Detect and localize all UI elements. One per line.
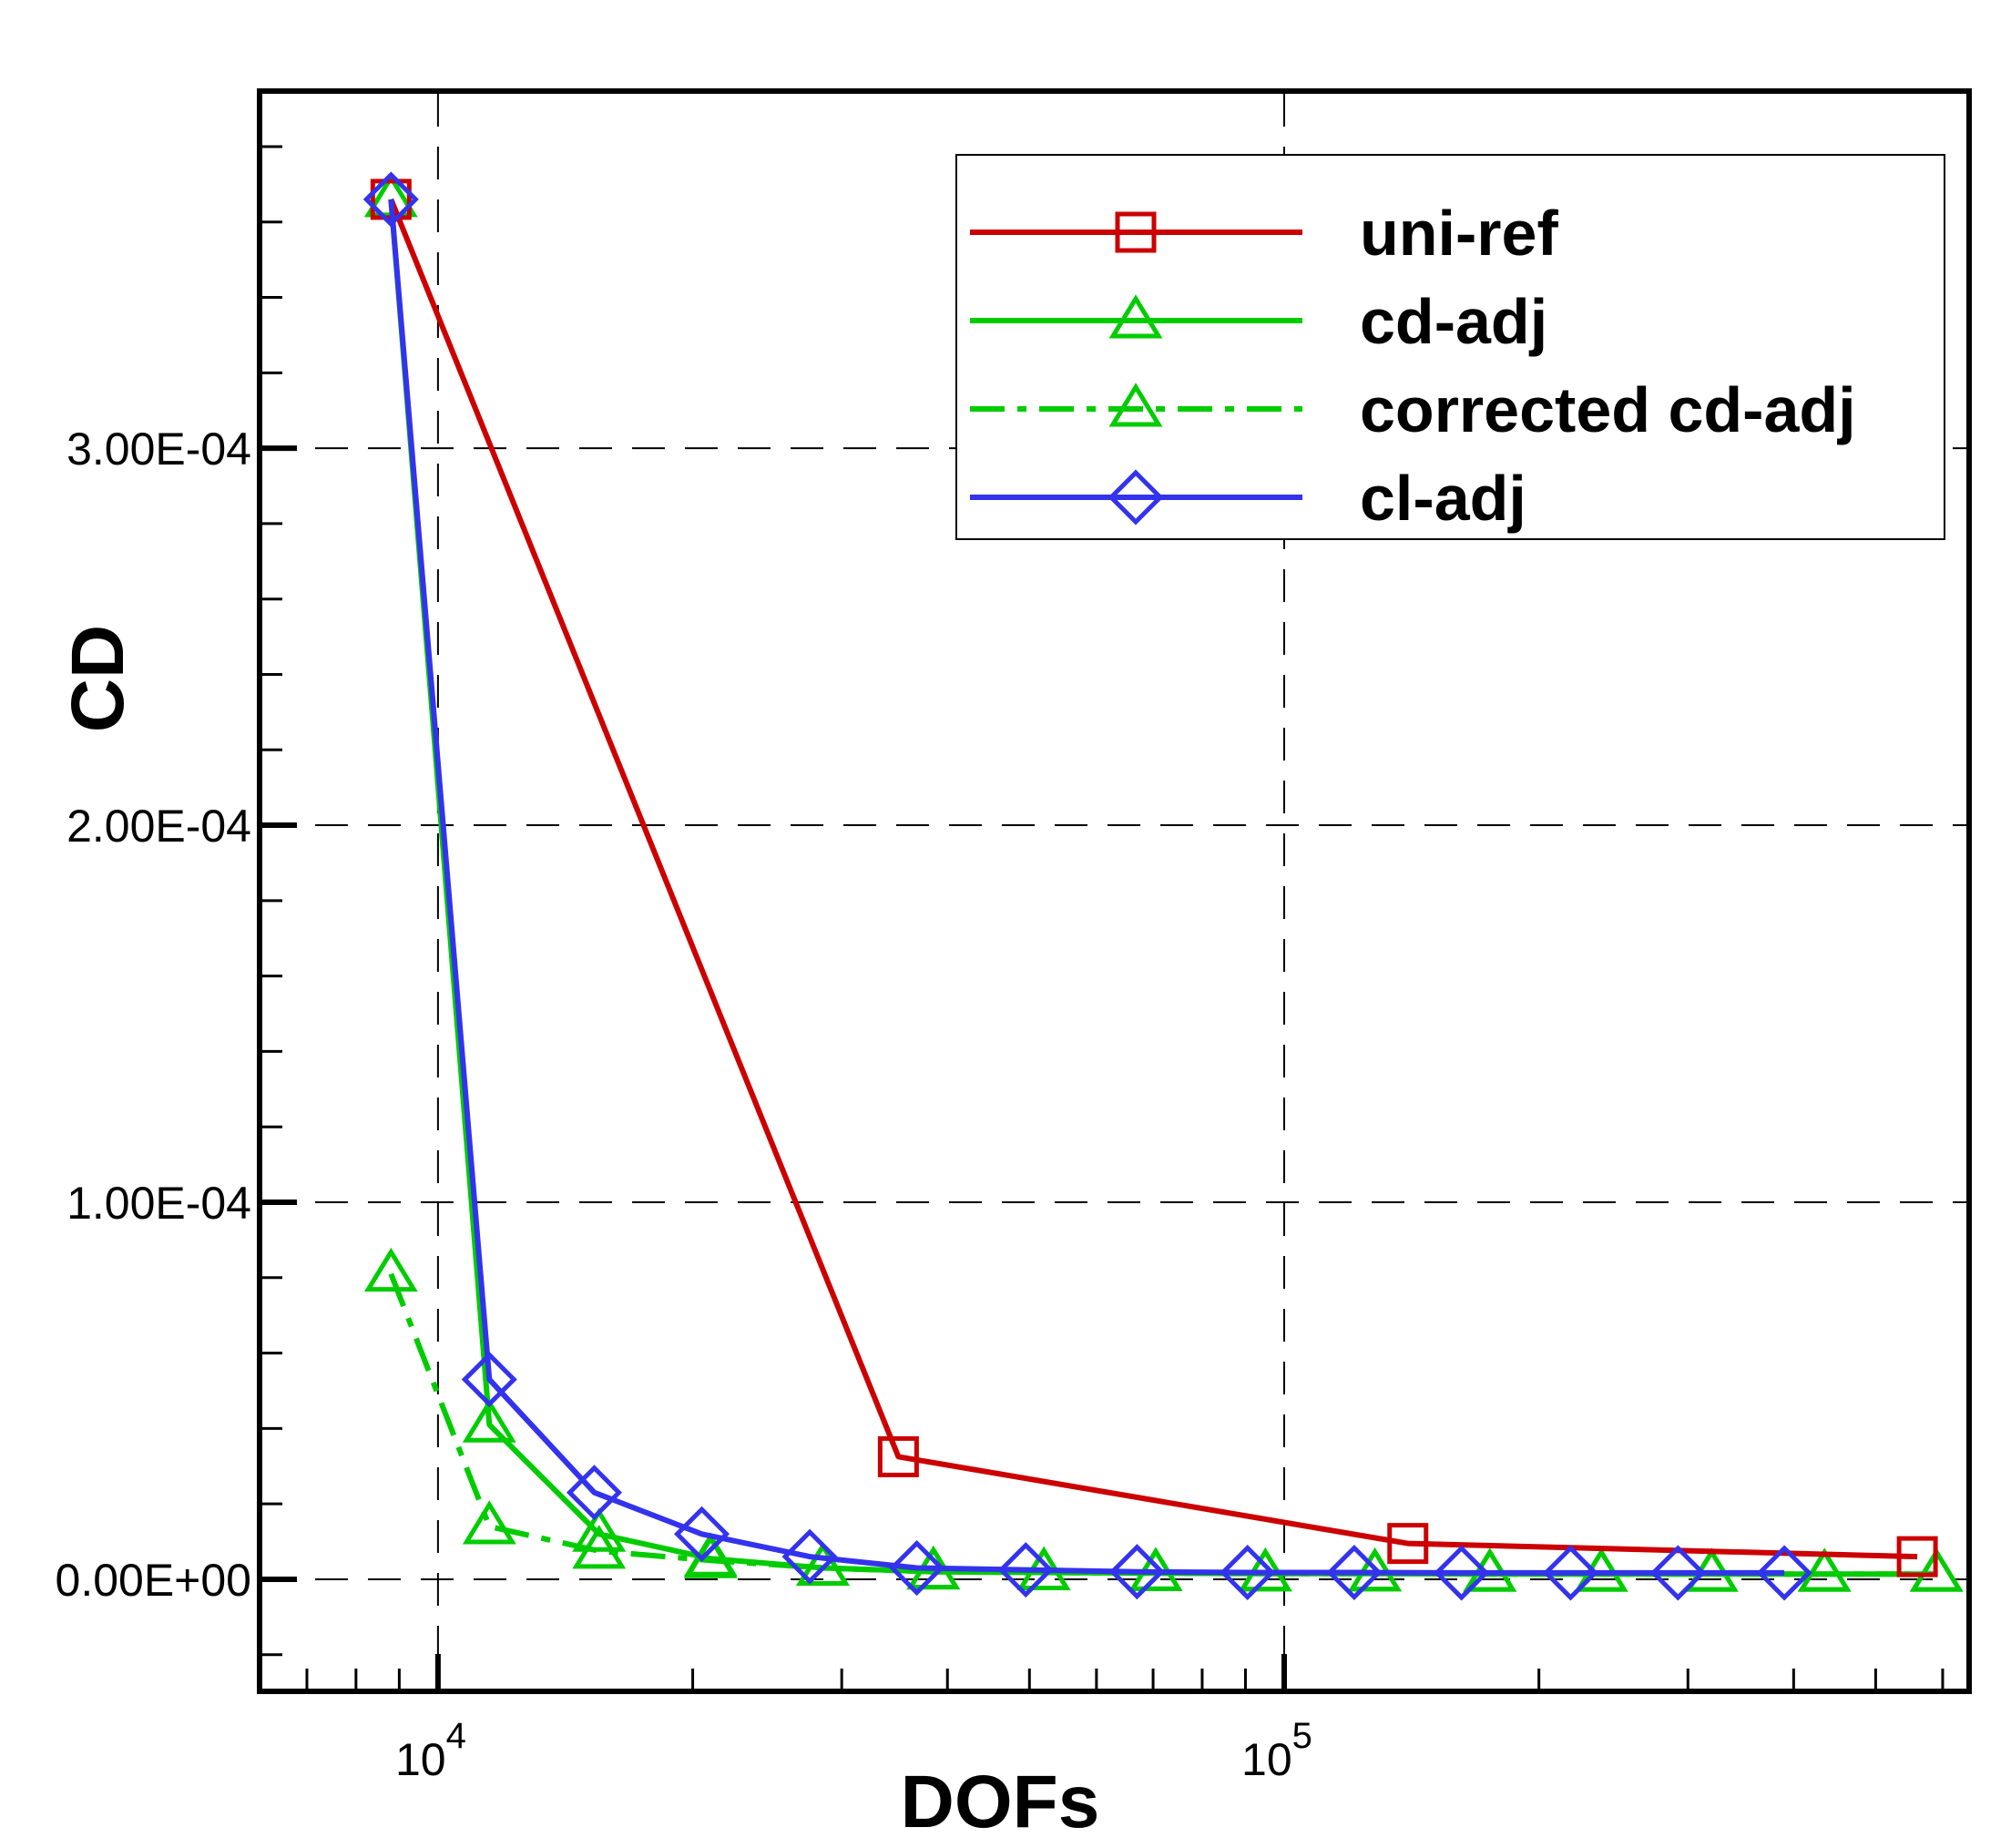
data-point-diamond [1649, 1545, 1706, 1601]
legend: uni-ref cd-adj corrected cd-adj cl-adj [955, 154, 1945, 540]
data-point-triangle [1797, 1547, 1852, 1592]
y-axis-title: CD [56, 625, 139, 732]
data-point-square [1387, 1523, 1429, 1565]
plot-frame [257, 88, 1972, 1694]
legend-label: cl-adj [1360, 463, 1526, 534]
data-point-diamond [461, 1352, 517, 1408]
data-point-diamond [1108, 1544, 1165, 1600]
data-point-diamond [997, 1542, 1054, 1598]
data-point-triangle [796, 1541, 850, 1587]
data-point-square [1115, 211, 1157, 253]
data-point-diamond [1542, 1545, 1598, 1601]
data-point-square [1896, 1536, 1938, 1577]
data-point-triangle [572, 1507, 627, 1552]
y-tick-label: 1.00E-04 [66, 1178, 251, 1229]
data-point-diamond [889, 1540, 945, 1597]
y-tick-label: 0.00E+00 [56, 1555, 251, 1606]
legend-label: uni-ref [1360, 198, 1558, 269]
data-point-diamond [1108, 469, 1164, 526]
y-tick-label: 3.00E-04 [66, 424, 251, 475]
x-tick-label: 104 [395, 1716, 466, 1785]
legend-label: corrected cd-adj [1360, 374, 1856, 445]
series-cl-adj [362, 171, 1812, 1601]
data-point-square [877, 1435, 919, 1477]
data-point-triangle [462, 1398, 516, 1443]
legend-label: cd-adj [1360, 286, 1547, 357]
data-point-triangle [1108, 383, 1163, 427]
data-point-diamond [1434, 1545, 1490, 1601]
legend-entry: uni-ref [970, 198, 1558, 269]
x-tick-base: 10 [1241, 1734, 1292, 1785]
legend-entry: corrected cd-adj [970, 374, 1856, 445]
data-point-diamond [1326, 1544, 1383, 1601]
x-tick-exponent: 4 [446, 1716, 466, 1756]
x-tick-base: 10 [395, 1734, 446, 1785]
data-point-triangle [462, 1500, 516, 1545]
x-tick-exponent: 5 [1292, 1716, 1312, 1756]
y-tick-label: 2.00E-04 [66, 801, 251, 852]
data-point-diamond [1220, 1544, 1276, 1601]
series-line [388, 198, 1918, 1560]
series-uni-ref [370, 179, 1938, 1577]
series [362, 171, 1964, 1601]
x-tick-label: 105 [1241, 1716, 1312, 1785]
data-point-diamond [362, 171, 419, 228]
legend-box [955, 154, 1945, 540]
legend-entry: cl-adj [970, 463, 1526, 534]
x-axis-title: DOFs [901, 1761, 1100, 1843]
data-point-diamond [1756, 1545, 1812, 1601]
data-point-diamond [781, 1528, 838, 1585]
data-point-diamond [674, 1506, 730, 1562]
data-point-diamond [566, 1465, 623, 1521]
data-point-triangle [363, 1247, 418, 1292]
data-point-triangle [1108, 294, 1163, 339]
axis-ticks [262, 145, 1945, 1689]
data-point-triangle [1909, 1547, 1964, 1592]
legend-entry: cd-adj [970, 286, 1547, 357]
